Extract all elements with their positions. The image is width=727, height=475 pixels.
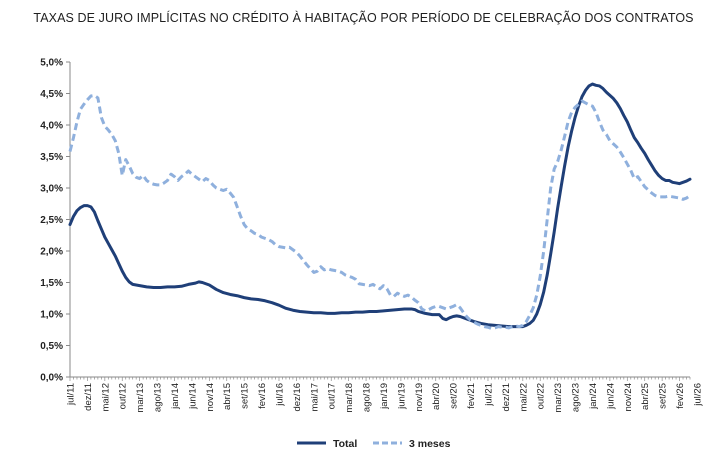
x-tick-label: fev/26: [675, 383, 686, 409]
y-tick-label: 0,0%: [40, 373, 63, 384]
x-axis: jul/11 dez/11 mai/12 out/12 mar/13 ago/13 jan/…: [66, 376, 703, 413]
y-tick-label: 4,5%: [40, 89, 63, 100]
y-tick-label: 1,5%: [40, 278, 63, 289]
x-tick-label: jun/19: [396, 383, 407, 410]
x-tick-label: dez/16: [292, 383, 303, 412]
x-tick-label: set/25: [658, 383, 669, 409]
y-tick-label: 4,0%: [40, 121, 63, 132]
series-line-total: [68, 82, 692, 329]
x-tick-label: jul/21: [483, 383, 494, 407]
legend-label-total: Total: [333, 438, 357, 450]
x-tick-label: out/17: [327, 383, 338, 409]
x-tick-label: jul/26: [692, 383, 703, 407]
y-tick-label: 5,0%: [40, 58, 63, 69]
x-tick-label: set/15: [240, 383, 251, 409]
legend-label-3-meses: 3 meses: [409, 438, 451, 450]
x-tick-label: out/22: [536, 383, 547, 409]
x-tick-label: fev/21: [466, 383, 477, 409]
y-tick-label: 1,0%: [40, 310, 63, 321]
y-tick-label: 2,0%: [40, 247, 63, 258]
x-tick-label: jul/11: [66, 383, 77, 406]
x-tick-label: fev/16: [257, 383, 268, 409]
x-tick-label: jun/24: [605, 383, 616, 410]
y-tick-label: 2,5%: [40, 215, 63, 226]
series-line-3-meses: [68, 93, 691, 330]
x-tick-label: mar/23: [553, 383, 564, 413]
series-layer: [68, 82, 692, 330]
chart-title: TAXAS DE JURO IMPLÍCITAS NO CRÉDITO À HA…: [33, 11, 694, 25]
x-tick-label: jan/24: [588, 383, 599, 410]
x-tick-label: dez/11: [83, 383, 94, 411]
y-tick-label: 3,5%: [40, 152, 63, 163]
x-tick-label: nov/24: [623, 383, 634, 412]
x-tick-label: mar/13: [135, 383, 146, 413]
x-tick-label: ago/18: [362, 383, 373, 412]
y-tick-label: 0,5%: [40, 341, 63, 352]
x-tick-label: mai/22: [518, 383, 529, 412]
x-tick-label: dez/21: [501, 383, 512, 412]
x-tick-label: nov/19: [414, 383, 425, 412]
x-tick-label: jul/16: [274, 383, 285, 407]
x-tick-label: nov/14: [205, 383, 216, 412]
y-tick-label: 3,0%: [40, 184, 63, 195]
legend: Total 3 meses: [297, 438, 451, 450]
x-tick-label: jan/19: [379, 383, 390, 410]
x-tick-label: set/20: [449, 383, 460, 409]
x-tick-label: mai/17: [309, 383, 320, 412]
x-tick-label: jun/14: [187, 383, 198, 410]
x-tick-label: mai/12: [100, 383, 111, 412]
x-tick-label: jan/14: [170, 383, 181, 410]
x-tick-label: abr/20: [431, 383, 442, 410]
x-tick-label: out/12: [118, 383, 129, 409]
x-tick-label: mar/18: [344, 383, 355, 413]
x-tick-label: ago/23: [571, 383, 582, 412]
x-tick-label: abr/15: [222, 383, 233, 410]
x-tick-label: ago/13: [153, 383, 164, 412]
y-axis: 0,0% 0,5% 1,0% 1,5% 2,0% 2,5% 3,0% 3,5% 4,0% 4,5%…: [40, 58, 71, 384]
x-tick-label: abr/25: [640, 383, 651, 410]
